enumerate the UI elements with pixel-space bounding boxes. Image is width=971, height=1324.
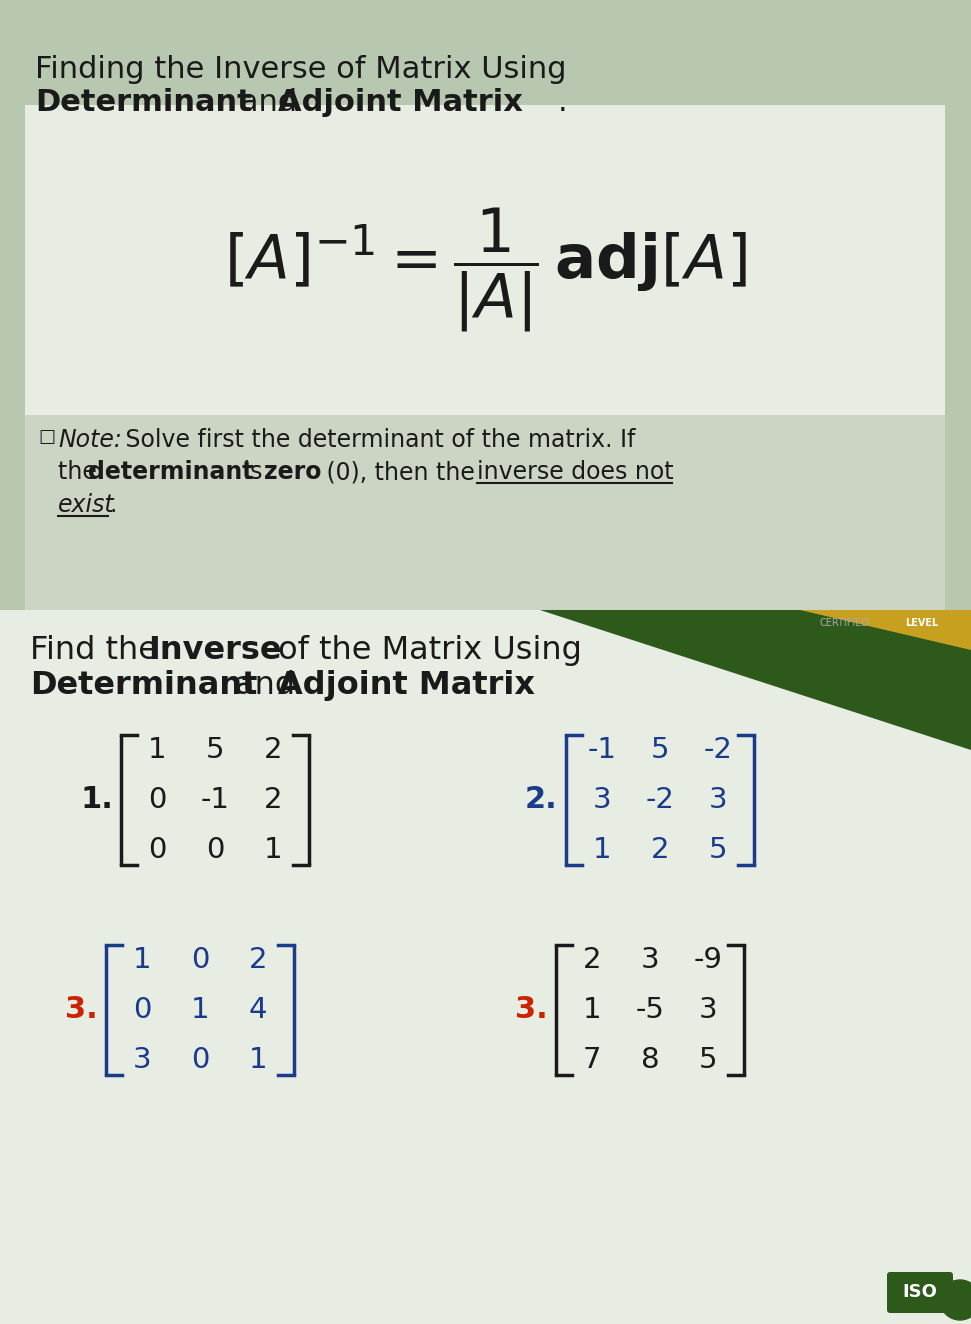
Text: 1: 1 <box>592 835 612 865</box>
Text: 3: 3 <box>709 786 727 814</box>
Polygon shape <box>540 610 971 749</box>
Text: (0), then the: (0), then the <box>319 459 483 485</box>
Text: 5: 5 <box>206 736 224 764</box>
Text: 1: 1 <box>133 947 151 974</box>
Text: LEVEL: LEVEL <box>905 618 938 628</box>
Text: 1.: 1. <box>80 785 113 814</box>
Text: inverse does not: inverse does not <box>477 459 674 485</box>
Text: exist: exist <box>58 493 115 516</box>
Text: 1: 1 <box>264 835 283 865</box>
Text: $[A]^{-1} = \dfrac{1}{|A|}\,\mathbf{adj}[A]$: $[A]^{-1} = \dfrac{1}{|A|}\,\mathbf{adj}… <box>223 207 747 334</box>
Text: 2: 2 <box>264 736 283 764</box>
Text: 1: 1 <box>148 736 166 764</box>
Text: 3: 3 <box>592 786 612 814</box>
Text: -5: -5 <box>636 996 664 1023</box>
Text: .: . <box>110 493 117 516</box>
Text: Adjoint Matrix: Adjoint Matrix <box>278 670 535 700</box>
Text: 1: 1 <box>249 1046 267 1074</box>
Text: 2: 2 <box>249 947 267 974</box>
Text: -1: -1 <box>587 736 617 764</box>
Text: 0: 0 <box>206 835 224 865</box>
Text: 5: 5 <box>699 1046 718 1074</box>
Text: □: □ <box>38 428 55 446</box>
Text: Determinant: Determinant <box>30 670 257 700</box>
Text: 8: 8 <box>641 1046 659 1074</box>
Text: -2: -2 <box>704 736 732 764</box>
Text: 0: 0 <box>148 835 166 865</box>
Text: 0: 0 <box>133 996 151 1023</box>
Text: 0: 0 <box>191 1046 209 1074</box>
Text: 3: 3 <box>641 947 659 974</box>
Text: Determinant: Determinant <box>35 87 251 117</box>
Text: 3.: 3. <box>65 996 98 1025</box>
Text: and: and <box>230 87 307 117</box>
Text: 5: 5 <box>651 736 669 764</box>
Text: 2: 2 <box>264 786 283 814</box>
Text: is: is <box>236 459 270 485</box>
Text: 3: 3 <box>699 996 718 1023</box>
Circle shape <box>940 1280 971 1320</box>
Text: the: the <box>58 459 104 485</box>
FancyBboxPatch shape <box>25 105 945 414</box>
Text: Solve first the determinant of the matrix. If: Solve first the determinant of the matri… <box>118 428 635 451</box>
Text: 2.: 2. <box>525 785 557 814</box>
Text: Finding the Inverse of Matrix Using: Finding the Inverse of Matrix Using <box>35 56 566 83</box>
Text: determinant: determinant <box>88 459 253 485</box>
Text: 3: 3 <box>133 1046 151 1074</box>
Text: -2: -2 <box>646 786 675 814</box>
Text: 5: 5 <box>709 835 727 865</box>
Text: 7: 7 <box>583 1046 601 1074</box>
Text: 0: 0 <box>191 947 209 974</box>
Text: ISO: ISO <box>903 1283 937 1301</box>
FancyBboxPatch shape <box>0 610 971 1324</box>
Text: -1: -1 <box>200 786 229 814</box>
Polygon shape <box>800 610 971 650</box>
FancyBboxPatch shape <box>887 1272 953 1313</box>
Text: Find the: Find the <box>30 636 168 666</box>
Text: of the Matrix Using: of the Matrix Using <box>268 636 582 666</box>
Text: Note:: Note: <box>58 428 122 451</box>
Text: 2: 2 <box>651 835 669 865</box>
Text: 4: 4 <box>249 996 267 1023</box>
Text: 1: 1 <box>583 996 601 1023</box>
Text: Inverse: Inverse <box>148 636 282 666</box>
Text: 0: 0 <box>148 786 166 814</box>
Text: zero: zero <box>264 459 321 485</box>
Text: 2: 2 <box>583 947 601 974</box>
Text: -9: -9 <box>693 947 722 974</box>
Text: 3.: 3. <box>515 996 548 1025</box>
Text: Adjoint Matrix: Adjoint Matrix <box>278 87 522 117</box>
Text: CERTIFIED: CERTIFIED <box>820 618 870 628</box>
FancyBboxPatch shape <box>25 414 945 610</box>
Text: 1: 1 <box>190 996 210 1023</box>
Text: .: . <box>558 87 568 117</box>
Text: and: and <box>225 670 305 700</box>
